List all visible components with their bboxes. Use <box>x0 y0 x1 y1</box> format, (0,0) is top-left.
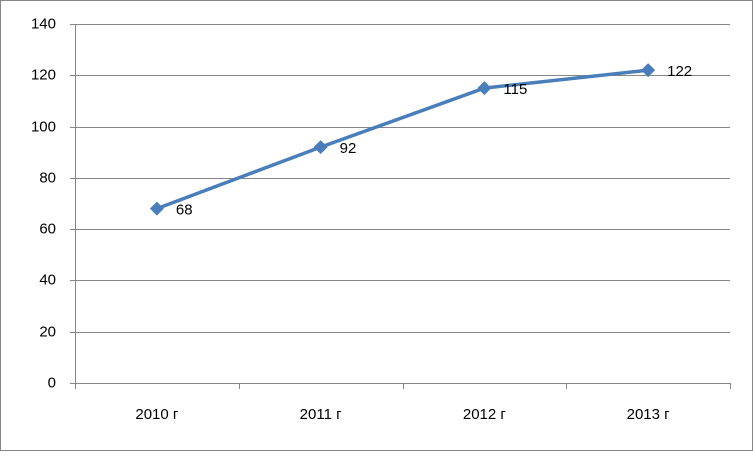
y-tick-label: 100 <box>31 118 56 135</box>
data-label: 68 <box>176 202 193 219</box>
y-tick-label: 40 <box>39 271 56 288</box>
data-point <box>477 81 492 96</box>
data-point <box>313 140 328 155</box>
data-label: 122 <box>667 63 692 80</box>
data-label: 92 <box>340 140 357 157</box>
x-tick-label: 2010 г <box>135 406 179 423</box>
x-tick-label: 2013 г <box>627 406 671 423</box>
y-tick-label: 20 <box>39 323 56 340</box>
x-tick-label: 2012 г <box>463 406 507 423</box>
data-point <box>149 201 164 216</box>
y-tick-label: 0 <box>48 374 56 391</box>
data-line <box>156 68 649 211</box>
y-tick-label: 60 <box>39 220 56 237</box>
y-tick-label: 80 <box>39 169 56 186</box>
data-label: 115 <box>503 81 527 98</box>
y-tick-label: 140 <box>31 15 56 32</box>
y-tick-label: 120 <box>31 66 56 83</box>
data-point <box>641 63 656 78</box>
x-tick-label: 2011 г <box>300 406 342 423</box>
